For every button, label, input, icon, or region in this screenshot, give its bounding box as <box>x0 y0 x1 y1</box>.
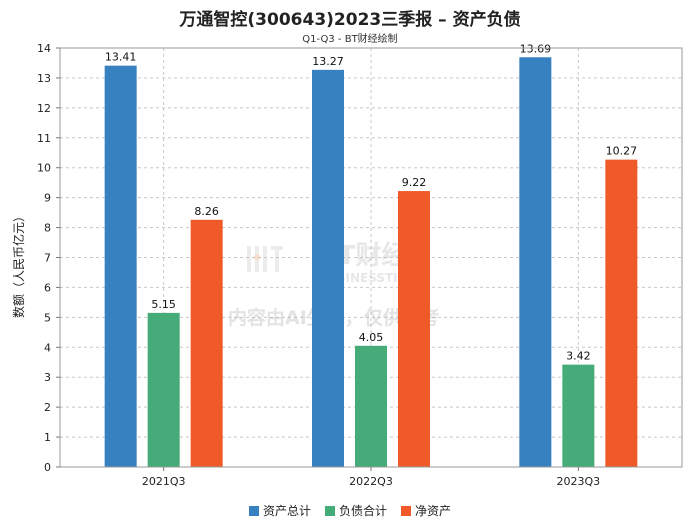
bar-value-label: 13.27 <box>312 55 344 68</box>
bar-value-label: 3.42 <box>566 350 591 363</box>
bars <box>104 57 638 468</box>
chart-subtitle: Q1-Q3 - BT财经绘制 <box>302 34 398 45</box>
x-tick-label: 2023Q3 <box>557 475 601 488</box>
legend-swatch <box>324 505 335 516</box>
y-tick-label: 9 <box>44 192 51 205</box>
legend-swatch <box>401 505 411 516</box>
y-tick-label: 2 <box>44 401 51 414</box>
legend-item[interactable]: 资产总计 <box>248 502 311 519</box>
y-tick-label: 10 <box>37 162 51 175</box>
bar <box>605 159 638 467</box>
bar <box>355 345 387 467</box>
bar <box>519 57 552 467</box>
y-tick-label: 0 <box>44 461 51 474</box>
bar <box>190 219 223 467</box>
bar-value-label: 13.69 <box>520 42 552 55</box>
bar-value-label: 9.22 <box>402 176 427 189</box>
legend-item[interactable]: 负债合计 <box>324 502 387 519</box>
legend: 资产总计 负债合计 净资产 <box>0 502 700 519</box>
y-tick-label: 1 <box>44 431 51 444</box>
legend-label: 资产总计 <box>262 504 311 518</box>
bar-value-label: 8.26 <box>194 205 219 218</box>
bar <box>562 364 595 467</box>
data-labels: 13.41 5.15 8.26 13.27 4.05 9.22 13.69 3.42 10.27 <box>105 42 637 362</box>
y-axis-label: 数额（人民币亿元） <box>11 210 26 318</box>
chart-title: 万通智控(300643)2023三季报 – 资产负债 <box>179 10 521 30</box>
x-tick-label: 2022Q3 <box>349 475 393 488</box>
bar-chart: BT财经 BUSINESSTIMES 内容由AI生成，仅供参考 13.415.1… <box>11 42 683 488</box>
legend-label: 负债合计 <box>338 504 387 518</box>
bar <box>104 65 137 467</box>
y-tick-label: 4 <box>44 341 51 354</box>
bar <box>312 69 344 468</box>
watermark-logo-icon <box>247 246 283 272</box>
bar <box>147 312 180 467</box>
y-tick-label: 5 <box>44 311 51 324</box>
bar-value-label: 13.41 <box>105 51 137 64</box>
y-tick-label: 14 <box>37 42 51 55</box>
x-tick-label: 2021Q3 <box>142 475 186 488</box>
y-tick-label: 12 <box>37 102 51 115</box>
legend-item[interactable]: 净资产 <box>401 502 451 519</box>
legend-label: 净资产 <box>415 504 452 518</box>
y-tick-label: 13 <box>37 72 51 85</box>
bar <box>398 191 430 467</box>
y-tick-label: 11 <box>37 132 51 145</box>
y-tick-label: 6 <box>44 281 51 294</box>
bar-value-label: 5.15 <box>151 298 176 311</box>
y-tick-label: 7 <box>44 252 51 265</box>
bar-value-label: 4.05 <box>359 331 384 344</box>
bar-value-label: 10.27 <box>606 145 638 158</box>
y-tick-label: 8 <box>44 222 51 235</box>
y-tick-label: 3 <box>44 371 51 384</box>
legend-swatch <box>248 505 259 516</box>
